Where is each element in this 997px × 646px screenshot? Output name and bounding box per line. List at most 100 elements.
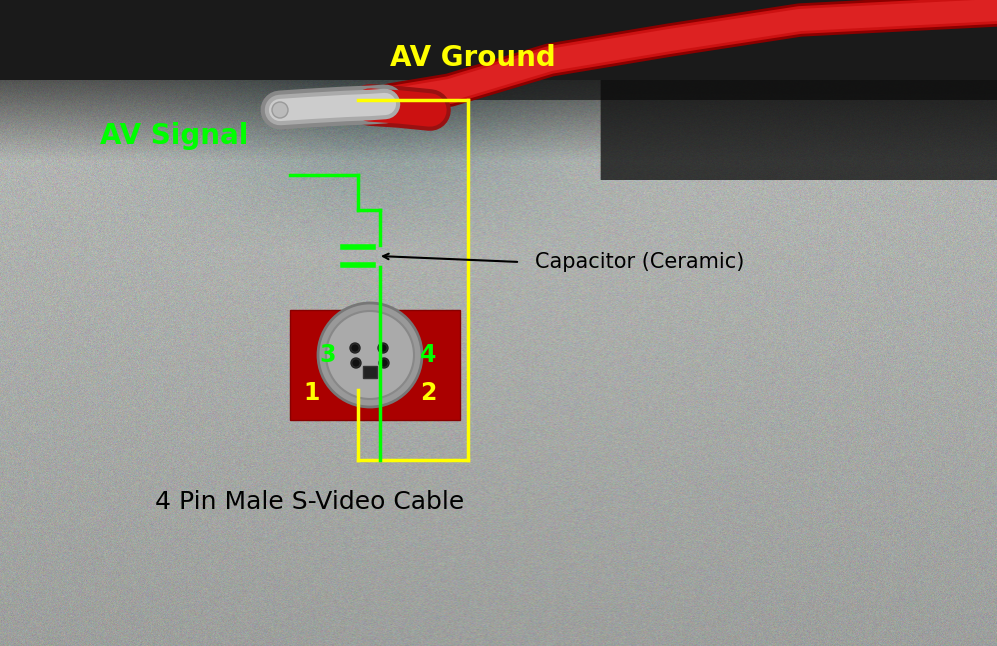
Text: AV Ground: AV Ground: [390, 44, 555, 72]
Bar: [0, 158, 997, 159]
Bar: [0, 139, 997, 140]
Circle shape: [318, 303, 422, 407]
Bar: [0, 137, 997, 138]
Circle shape: [272, 102, 288, 118]
Bar: [0, 156, 997, 157]
Bar: [0, 130, 997, 131]
Bar: [0, 123, 997, 124]
Bar: [0, 147, 997, 148]
Bar: [0, 118, 997, 119]
Circle shape: [378, 343, 388, 353]
Text: AV Signal: AV Signal: [100, 122, 248, 150]
Bar: [0, 124, 997, 125]
Bar: [0, 88, 997, 89]
Bar: [0, 146, 997, 147]
Bar: [0, 159, 997, 160]
Bar: [0, 152, 997, 153]
Bar: [0, 129, 997, 130]
Bar: [0, 132, 997, 133]
Circle shape: [326, 311, 414, 399]
Bar: [0, 82, 997, 83]
Circle shape: [380, 345, 386, 351]
Bar: [0, 144, 997, 145]
Bar: [0, 80, 997, 81]
Bar: [0, 148, 997, 149]
Bar: [0, 100, 997, 101]
Circle shape: [350, 343, 360, 353]
Bar: [0, 154, 997, 155]
Text: 4 Pin Male S-Video Cable: 4 Pin Male S-Video Cable: [155, 490, 465, 514]
Bar: [0, 83, 997, 84]
Bar: [0, 111, 997, 112]
Bar: [0, 151, 997, 152]
Bar: [0, 0, 997, 80]
Bar: [0, 136, 997, 137]
Bar: [0, 143, 997, 144]
Bar: [0, 142, 997, 143]
Bar: [0, 117, 997, 118]
Bar: [0, 103, 997, 104]
Bar: [0, 93, 997, 94]
Text: Capacitor (Ceramic): Capacitor (Ceramic): [535, 252, 745, 272]
Bar: [0, 133, 997, 134]
Bar: [0, 94, 997, 95]
Bar: [0, 97, 997, 98]
Bar: [290, 310, 460, 420]
Text: 1: 1: [304, 381, 320, 405]
Bar: [0, 109, 997, 110]
Circle shape: [381, 360, 387, 366]
Bar: [0, 157, 997, 158]
Bar: [363, 366, 377, 378]
Bar: [0, 120, 997, 121]
Bar: [0, 108, 997, 109]
Bar: [0, 131, 997, 132]
Bar: [0, 89, 997, 90]
Bar: [0, 106, 997, 107]
Text: 3: 3: [319, 343, 336, 367]
Bar: [0, 153, 997, 154]
Bar: [0, 138, 997, 139]
Bar: [0, 99, 997, 100]
Circle shape: [353, 360, 359, 366]
Bar: [0, 96, 997, 97]
Bar: [0, 85, 997, 86]
Bar: [0, 112, 997, 113]
Bar: [0, 155, 997, 156]
Bar: [0, 92, 997, 93]
Bar: [0, 121, 997, 122]
Bar: [0, 116, 997, 117]
Bar: [0, 114, 997, 115]
Bar: [0, 102, 997, 103]
Bar: [0, 135, 997, 136]
Bar: [0, 98, 997, 99]
Bar: [0, 101, 997, 102]
Bar: [0, 149, 997, 150]
Bar: [0, 87, 997, 88]
Bar: [0, 104, 997, 105]
Bar: [0, 134, 997, 135]
Bar: [0, 107, 997, 108]
Bar: [0, 115, 997, 116]
Bar: [0, 95, 997, 96]
Bar: [0, 126, 997, 127]
Bar: [0, 140, 997, 141]
Bar: [0, 125, 997, 126]
Bar: [0, 119, 997, 120]
Bar: [0, 150, 997, 151]
Bar: [0, 90, 997, 91]
Bar: [0, 105, 997, 106]
Bar: [0, 113, 997, 114]
Bar: [0, 141, 997, 142]
Circle shape: [379, 358, 389, 368]
Bar: [0, 110, 997, 111]
Text: 4: 4: [420, 343, 437, 367]
Bar: [0, 86, 997, 87]
Bar: [0, 122, 997, 123]
Bar: [0, 145, 997, 146]
Circle shape: [351, 358, 361, 368]
Bar: [0, 81, 997, 82]
Circle shape: [352, 345, 358, 351]
Bar: [0, 128, 997, 129]
Bar: [0, 84, 997, 85]
Bar: [0, 127, 997, 128]
